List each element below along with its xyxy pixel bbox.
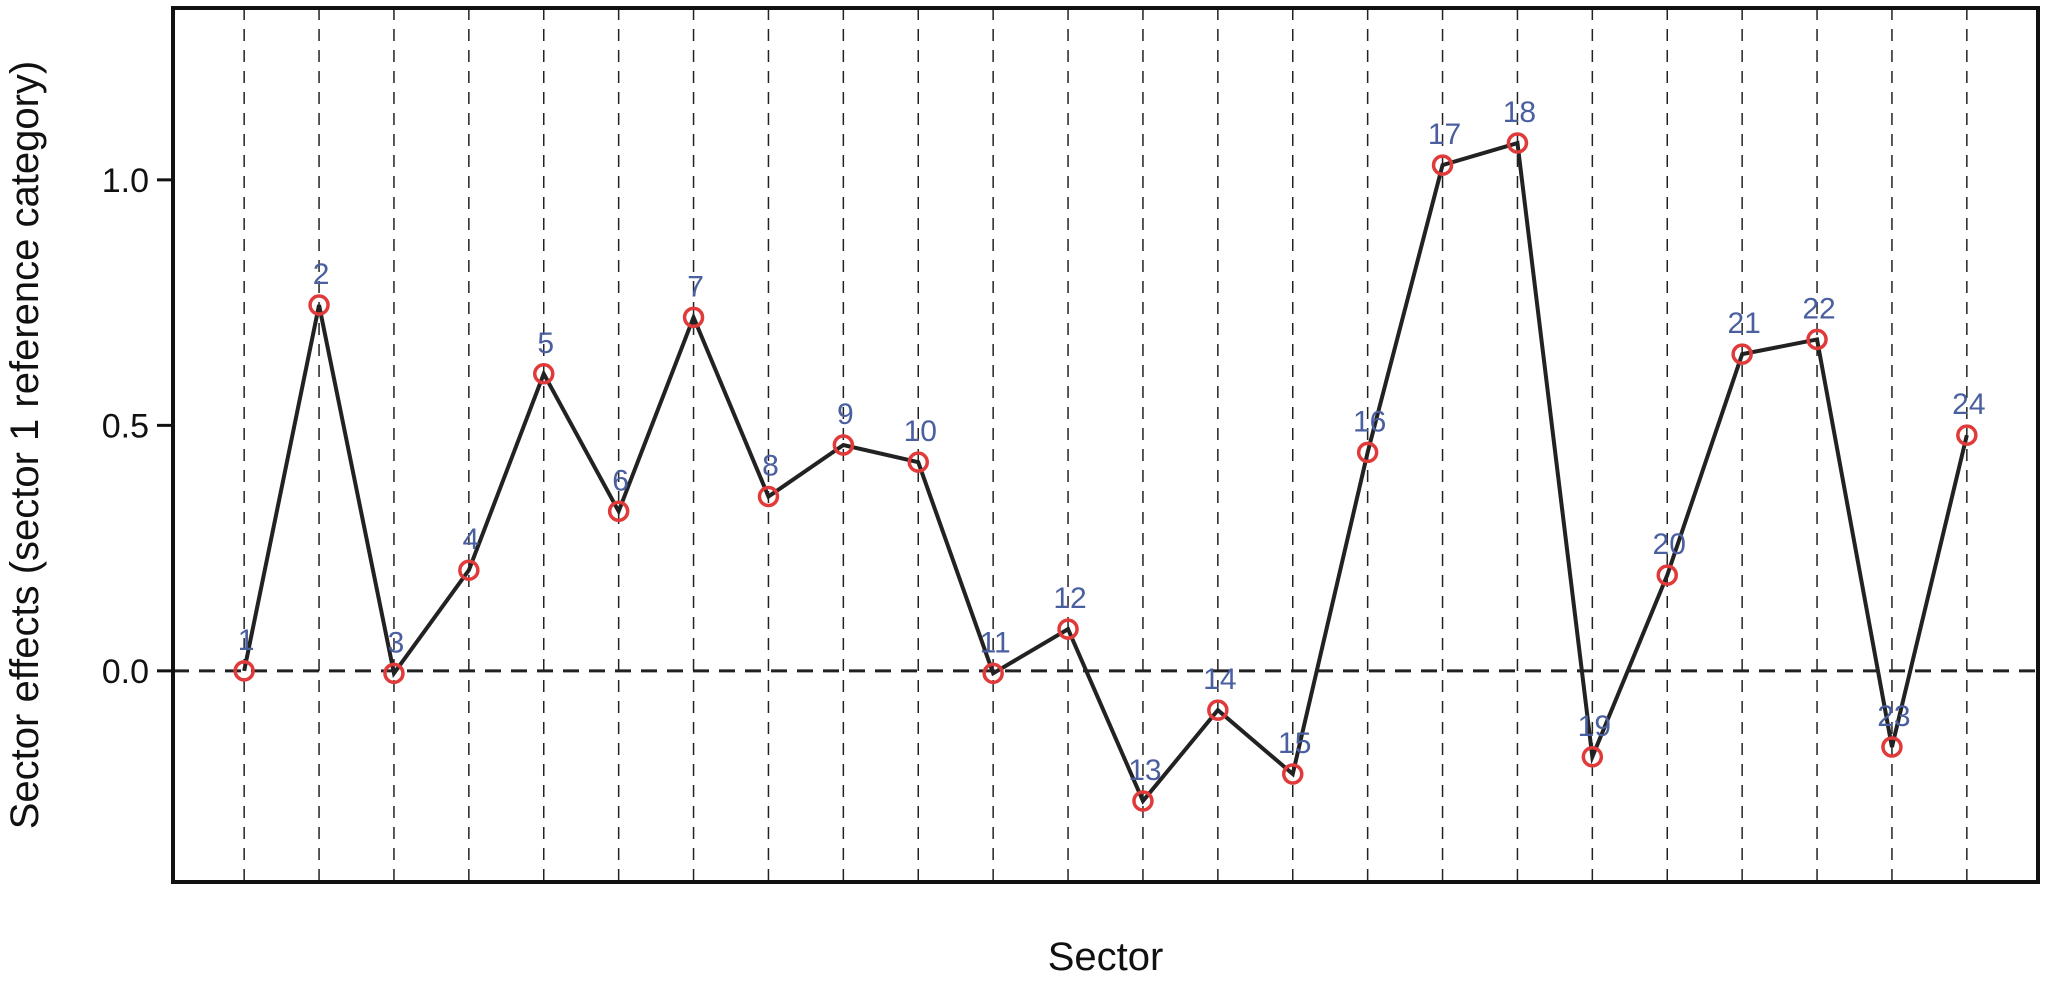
- point-label-sector-13: 13: [1128, 754, 1161, 787]
- data-point-sector-13: [1132, 790, 1154, 812]
- point-label-sector-22: 22: [1802, 292, 1835, 325]
- data-point-sector-5: [533, 363, 555, 385]
- point-label-sector-5: 5: [537, 327, 554, 360]
- data-point-sector-15: [1281, 763, 1304, 785]
- point-label-sector-16: 16: [1353, 405, 1386, 438]
- vertical-grid-lines: [243, 8, 1968, 882]
- data-point-sector-3: [383, 662, 405, 685]
- data-point-sector-11: [982, 662, 1004, 685]
- point-label-sector-8: 8: [762, 450, 779, 483]
- data-point-markers: [233, 132, 1978, 812]
- series-line: [242, 140, 1969, 805]
- point-label-sector-7: 7: [687, 270, 704, 303]
- data-point-sector-2: [308, 294, 330, 316]
- y-tick-label: 1.0: [102, 162, 149, 200]
- x-axis-title: Sector: [1048, 935, 1164, 979]
- point-label-sector-2: 2: [313, 258, 330, 291]
- point-label-sector-11: 11: [980, 626, 1011, 659]
- data-point-sector-17: [1431, 154, 1454, 176]
- point-label-sector-1: 1: [238, 624, 255, 657]
- point-label-sector-23: 23: [1877, 700, 1910, 733]
- data-point-sector-14: [1207, 699, 1229, 721]
- data-point-sector-7: [682, 306, 705, 329]
- data-point-sector-18: [1506, 132, 1529, 154]
- point-label-sector-3: 3: [388, 626, 405, 659]
- point-label-sector-14: 14: [1203, 663, 1236, 696]
- data-point-sector-22: [1806, 328, 1828, 351]
- data-point-sector-20: [1656, 564, 1678, 586]
- data-point-sector-12: [1057, 618, 1079, 640]
- point-label-sector-6: 6: [612, 464, 629, 497]
- data-point-sector-23: [1881, 736, 1903, 758]
- point-label-sector-17: 17: [1428, 118, 1461, 151]
- data-point-sector-4: [458, 559, 480, 581]
- y-tick-label: 0.5: [102, 407, 149, 445]
- data-point-sector-8: [757, 485, 780, 508]
- point-label-sector-21: 21: [1727, 307, 1760, 340]
- point-label-sector-19: 19: [1578, 710, 1611, 743]
- data-point-sector-21: [1731, 343, 1753, 365]
- data-point-sector-1: [233, 660, 255, 682]
- y-axis-title: Sector effects (sector 1 reference categ…: [3, 61, 47, 830]
- plot-frame: [171, 6, 2040, 884]
- data-point-sector-9: [832, 434, 855, 456]
- point-label-sector-15: 15: [1278, 727, 1311, 760]
- data-point-sector-10: [907, 451, 930, 473]
- point-label-sector-4: 4: [463, 523, 480, 556]
- point-label-sector-20: 20: [1653, 528, 1686, 561]
- data-point-sector-24: [1956, 424, 1978, 446]
- data-point-sector-19: [1581, 746, 1604, 768]
- data-point-sector-16: [1356, 441, 1379, 464]
- point-label-sector-12: 12: [1053, 582, 1086, 615]
- point-label-sector-9: 9: [837, 398, 854, 431]
- point-label-sector-10: 10: [904, 415, 937, 448]
- point-label-sector-24: 24: [1952, 388, 1985, 421]
- y-tick-label: 0.0: [102, 653, 149, 691]
- point-label-sector-18: 18: [1503, 96, 1536, 129]
- y-axis-ticks: 0.0 0.5 1.0: [102, 162, 173, 691]
- data-point-sector-6: [607, 500, 630, 523]
